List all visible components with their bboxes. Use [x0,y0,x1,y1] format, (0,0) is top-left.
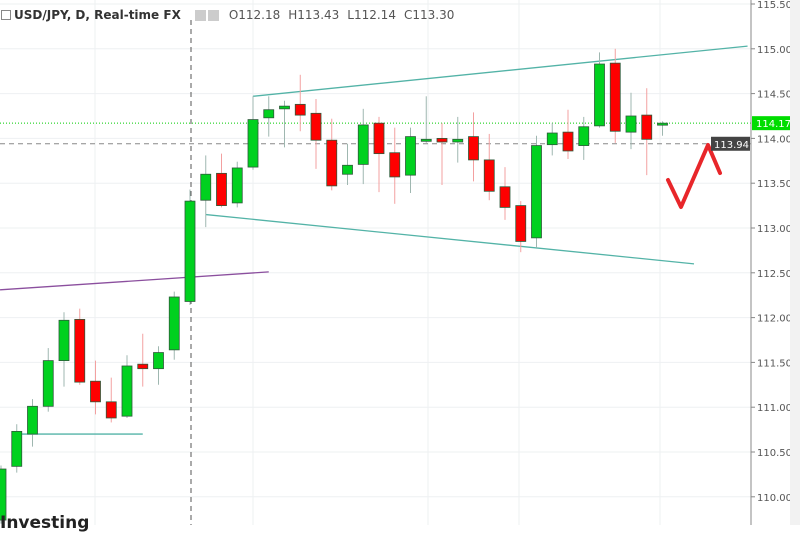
candle-up [42,360,54,407]
last-price-label-bg [752,116,790,131]
candle-up [531,145,542,239]
candle-down [609,62,621,132]
crosshair-price-label: 113.94 [714,140,749,151]
gear-icon[interactable] [207,9,219,21]
candle-down [389,152,401,178]
candle-up [58,319,70,362]
candle-up [342,164,353,175]
candle-down [310,112,322,141]
candle-up [420,138,432,142]
candle-up [184,200,196,302]
investing-logo: Investing [0,513,90,533]
price-tick-label: 115.50 [757,0,792,11]
candle-down [436,137,448,143]
price-tick-label: 114.00 [757,134,792,145]
price-tick-label: 112.50 [757,269,792,280]
candle-down [562,131,574,152]
symbol-title[interactable]: USD/JPY, D, Real-time FX [14,8,181,22]
close-value: C113.30 [403,8,455,22]
candle-down [294,103,306,116]
price-tick-label: 114.50 [757,90,792,101]
candle-down [105,401,117,419]
grid [0,0,751,525]
price-tick-label: 113.50 [757,179,792,190]
price-tick-label: 110.50 [757,448,792,459]
candle-down [137,363,149,370]
candle-up [452,138,464,143]
price-tick-label: 110.00 [757,493,792,504]
candle-up [594,63,605,127]
candle-up [27,405,38,435]
ohlc-readout: O112.18 H113.43 L112.14 C113.30 [229,8,463,22]
candle-up [200,173,212,201]
candle-up [578,126,590,146]
candle-up [168,296,180,351]
candle-up [279,105,290,110]
candle-up [11,430,23,467]
menu-icon[interactable] [1,10,11,20]
upper-channel-line [252,45,748,97]
hand-drawn-check-mark [666,143,722,209]
price-tick-label: 115.00 [757,45,792,56]
candle-up [357,124,369,165]
candle-up [657,122,668,126]
candle-up [231,167,243,204]
price-tick-label: 111.00 [757,403,792,414]
candle-down [326,139,338,187]
candle-down [515,205,527,242]
price-tick-label: 111.50 [757,358,792,369]
price-tick-label: 112.00 [757,314,792,325]
candle-up [247,119,259,168]
crosshair-price-label-bg [711,136,750,151]
candle-down [373,122,385,155]
right-panel-strip [790,0,800,525]
candle-down [499,186,511,208]
open-value: O112.18 [228,8,281,22]
lower-channel-line [205,213,695,265]
candle-up [121,365,133,417]
candle-up [625,115,637,133]
purple-trend-line [0,271,269,291]
price-axis[interactable]: 115.50 115.00 114.50 114.00 113.50 113.00 112.… [711,0,792,525]
candle-down [216,172,227,206]
candles [0,48,668,524]
price-tick-label: 113.00 [757,224,792,235]
high-value: H113.43 [288,8,340,22]
candle-up [405,136,416,176]
candle-up [153,352,164,370]
drawings [0,45,748,435]
candle-down [74,318,86,383]
candle-down [641,114,653,140]
eye-icon[interactable] [194,9,206,21]
last-price-label: 114.17 [756,119,791,130]
candle-up [0,468,7,521]
candle-down [90,380,101,403]
candle-down [468,136,479,161]
candle-up [546,132,558,146]
chart-header: USD/JPY, D, Real-time FX O112.18 H113.43 L… [0,6,462,24]
candle-up [263,109,275,119]
low-value: L112.14 [347,8,396,22]
candle-down [483,159,495,192]
